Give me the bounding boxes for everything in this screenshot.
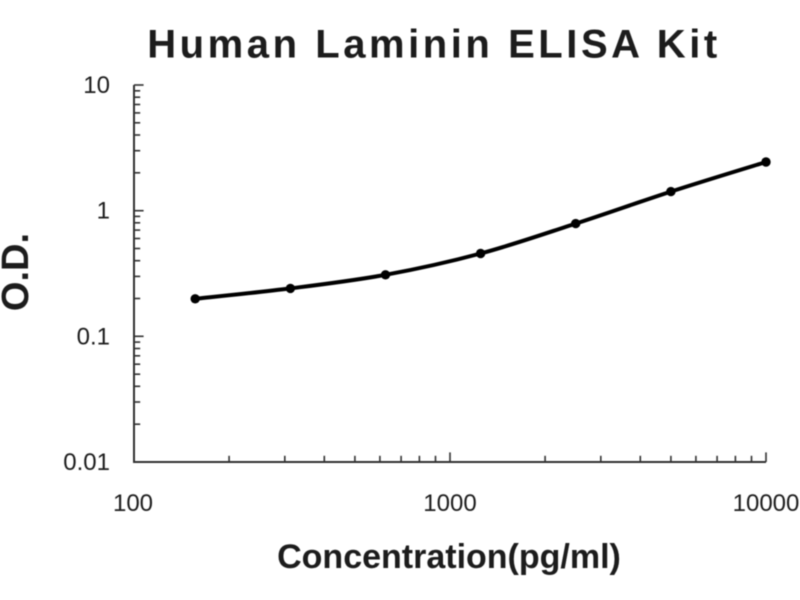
svg-text:1000: 1000 [423, 490, 476, 517]
svg-text:0.1: 0.1 [77, 323, 110, 350]
svg-text:10000: 10000 [733, 490, 800, 517]
svg-text:1: 1 [97, 198, 110, 225]
svg-text:Concentration(pg/ml): Concentration(pg/ml) [277, 538, 621, 576]
svg-text:0.01: 0.01 [63, 449, 110, 476]
svg-text:Human Laminin ELISA Kit: Human Laminin ELISA Kit [147, 23, 721, 67]
svg-text:O.D.: O.D. [0, 233, 37, 311]
svg-text:10: 10 [83, 72, 110, 99]
svg-text:100: 100 [113, 490, 153, 517]
